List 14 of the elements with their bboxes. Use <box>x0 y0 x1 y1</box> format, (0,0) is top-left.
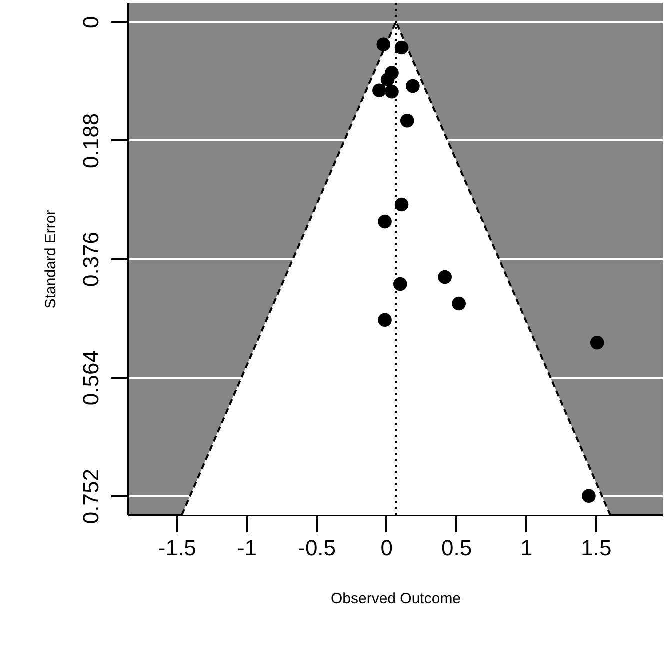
x-tick-label: -0.5 <box>298 536 336 560</box>
y-axis-title: Standard Error <box>42 210 60 309</box>
x-tick-label: 1.5 <box>581 536 612 560</box>
y-tick-label: 0.376 <box>78 232 104 288</box>
x-tick-label: 1 <box>520 536 533 560</box>
y-tick-label: 0.564 <box>78 350 104 406</box>
y-tick-label: 0.188 <box>78 113 104 168</box>
x-tick-label: 0 <box>380 536 394 560</box>
x-axis-title: Observed Outcome <box>330 590 462 608</box>
y-tick-label: 0 <box>78 16 104 29</box>
x-tick-label: 0.5 <box>441 536 472 560</box>
x-tick-label: -1.5 <box>158 536 196 560</box>
x-tick-label: -1 <box>237 536 258 560</box>
y-tick-label: 0.752 <box>78 469 104 524</box>
